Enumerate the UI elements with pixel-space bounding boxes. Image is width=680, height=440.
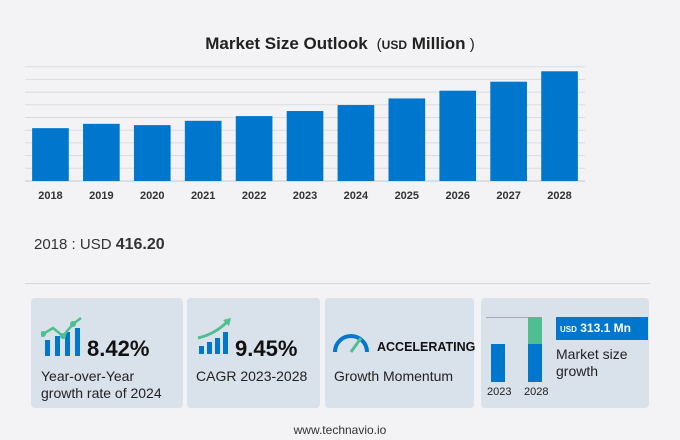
bar-2019 [83,123,120,181]
cagr-icon [197,318,231,354]
reference-line [486,317,530,318]
bar-2021 [184,120,222,181]
x-tick-label: 2022 [242,190,266,202]
bar-2028 [528,344,542,382]
growth-chart-icon [41,317,82,356]
x-tick-label: 2021 [191,190,215,202]
yoy-label-2: growth rate of 2024 [41,385,162,401]
x-tick-label: 2026 [445,190,469,202]
bar-2027 [490,81,527,181]
speedometer-icon [333,334,369,353]
year-start: 2023 [487,386,512,398]
base-year-value: 2018 : USD 416.20 [34,236,165,254]
base-year-amount: 416.20 [115,236,165,253]
yoy-label-1: Year-over-Year [41,368,135,384]
x-tick-label: 2025 [395,190,419,202]
x-tick-label: 2027 [496,190,520,202]
year-end: 2028 [524,386,549,398]
cagr-label: CAGR 2023-2028 [196,368,308,384]
momentum-value: ACCELERATING [377,340,476,354]
x-tick-label: 2023 [293,190,317,202]
growth-currency: USD [560,325,577,334]
bar-2024 [337,105,375,181]
title-unit: Million [411,34,466,53]
cagr-card: 9.45% CAGR 2023-2028 [187,298,320,408]
bar-2023 [286,111,324,181]
bar-2022 [235,116,273,181]
footer-url: www.technavio.io [293,423,387,437]
growth-value: 313.1 Mn [580,321,631,335]
x-tick-label: 2028 [547,190,571,202]
title-main: Market Size Outlook [205,34,368,53]
cagr-value: 9.45% [235,336,298,361]
growth-segment [528,317,542,344]
x-tick-label: 2020 [140,190,164,202]
yoy-card: 8.42% Year-over-Year growth rate of 2024 [31,298,183,408]
divider [25,283,650,284]
bar-2023 [491,344,505,382]
bar-2026 [439,90,477,181]
x-tick-label: 2019 [89,190,113,202]
bar-2025 [388,98,426,181]
bar-chart: 2018 2019 2020 2021 2022 2023 2024 2025 2026 2027… [25,66,585,202]
growth-label-1: Market size [556,346,628,362]
momentum-label: Growth Momentum [334,368,454,384]
base-year-label: 2018 : USD [34,236,112,253]
x-tick-label: 2024 [344,190,369,202]
bar-2028 [541,71,578,181]
bar-2020 [133,125,171,181]
growth-label-2: growth [556,363,599,379]
market-growth-card: 2023 2028 USD 313.1 Mn Market size growt… [481,298,649,408]
momentum-card: ACCELERATING Growth Momentum [325,298,476,408]
chart-title: Market Size Outlook (USD Million ) [205,34,475,53]
bar-2018 [32,128,69,181]
title-unit-prefix: USD [381,38,407,52]
yoy-value: 8.42% [87,336,150,361]
x-tick-label: 2018 [38,190,62,202]
growth-value-badge: USD 313.1 Mn [556,317,648,340]
